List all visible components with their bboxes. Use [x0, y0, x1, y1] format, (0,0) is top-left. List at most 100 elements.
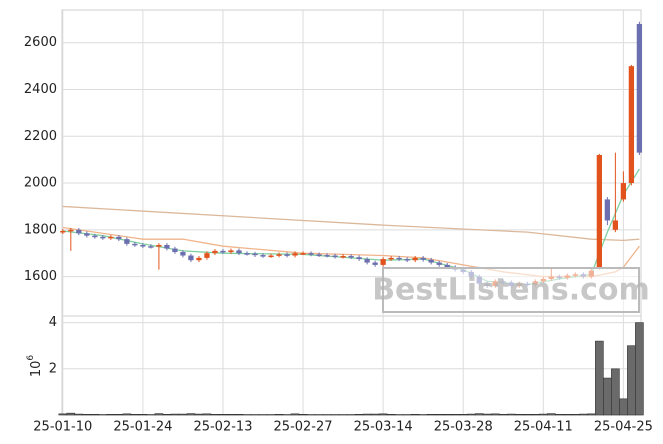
- volume-bar: [234, 414, 244, 416]
- volume-bar: [506, 413, 516, 416]
- candle-body: [172, 248, 178, 253]
- x-tick-label: 25-03-28: [434, 420, 493, 435]
- volume-bar: [370, 413, 380, 416]
- candle-body: [604, 199, 611, 221]
- candle-body: [380, 259, 386, 265]
- candle-body: [76, 229, 82, 234]
- volume-bar: [378, 413, 388, 416]
- candle-body: [196, 257, 202, 261]
- grid: [62, 10, 641, 415]
- volume-bar: [482, 413, 492, 416]
- candle-body: [284, 254, 290, 256]
- volume-bar: [186, 413, 196, 416]
- volume-bar: [170, 413, 180, 416]
- candle-body: [156, 245, 162, 247]
- candle-body: [268, 255, 274, 258]
- y-tick-label: 2: [49, 361, 57, 376]
- x-tick-label: 25-01-10: [33, 420, 92, 435]
- volume-bar: [298, 414, 308, 416]
- volume-bar: [58, 413, 68, 416]
- plot-frame: [61, 9, 642, 416]
- volume-bar: [130, 414, 140, 416]
- candle-body: [204, 253, 210, 258]
- x-tick-label: 25-01-24: [113, 420, 172, 435]
- moving-average: [62, 205, 640, 241]
- x-tick-label: 25-04-11: [514, 420, 573, 435]
- volume-bar: [466, 413, 476, 416]
- y-tick-label: 2600: [24, 35, 57, 50]
- candle-body: [620, 183, 627, 200]
- candle-body: [300, 253, 306, 255]
- candle-body: [260, 255, 266, 257]
- candle-body: [212, 250, 218, 254]
- marks: [58, 21, 644, 416]
- volume-bar: [82, 414, 92, 416]
- volume-bar: [450, 414, 460, 416]
- label-exponent: 6: [26, 355, 36, 361]
- volume-bar: [458, 414, 468, 416]
- candle-body: [60, 230, 66, 233]
- volume-bar: [178, 413, 188, 416]
- candle-body: [628, 66, 635, 184]
- x-tick-label: 25-03-14: [354, 420, 413, 435]
- candle-body: [292, 253, 298, 256]
- candle-body: [132, 243, 138, 246]
- watermark: BestListens.com: [372, 273, 650, 308]
- candle-body: [356, 257, 362, 260]
- volume-bar: [194, 413, 204, 416]
- volume-bar: [611, 368, 620, 416]
- candle-body: [124, 239, 130, 244]
- volume-bar: [210, 414, 220, 416]
- volume-bar: [498, 414, 508, 416]
- x-tick-label: 25-02-13: [193, 420, 252, 435]
- candle-body: [444, 264, 450, 268]
- candle-body: [180, 252, 186, 256]
- candle-body: [116, 236, 122, 240]
- candle-body: [244, 253, 250, 255]
- candle-body: [164, 245, 170, 249]
- candle-body: [412, 257, 418, 261]
- volume-bar: [274, 414, 284, 416]
- volume-axis-label: 106: [26, 355, 44, 378]
- candle-body: [372, 262, 378, 265]
- volume-bar: [547, 413, 556, 416]
- candle-body: [316, 254, 322, 256]
- y-tick-label: 4: [49, 315, 57, 330]
- volume-bar: [386, 414, 396, 416]
- candle-body: [340, 256, 346, 258]
- watermark-box: [382, 267, 640, 313]
- volume-bar: [90, 414, 100, 416]
- volume-bar: [490, 413, 500, 416]
- candle-body: [220, 250, 226, 253]
- volume-bar: [218, 414, 228, 416]
- y-tick-label: 2400: [24, 82, 57, 97]
- y-tick-label: 2000: [24, 176, 57, 191]
- volume-bar: [362, 413, 372, 416]
- volume-bar: [74, 413, 84, 416]
- y-tick-label: 1800: [24, 222, 57, 237]
- candle-body: [596, 154, 602, 268]
- volume-bar: [603, 377, 612, 416]
- label-base: 10: [29, 361, 44, 378]
- y-tick-label: 2200: [24, 129, 57, 144]
- candle-body: [348, 256, 354, 258]
- candle-body: [140, 245, 146, 247]
- candle-body: [420, 257, 426, 260]
- volume-bar: [522, 414, 532, 416]
- candle-body: [308, 253, 314, 255]
- candle-body: [92, 235, 98, 238]
- y-tick-label: 1600: [24, 269, 57, 284]
- x-tick-label: 25-04-25: [594, 420, 653, 435]
- volume-bar: [579, 413, 588, 416]
- volume-bar: [354, 414, 364, 416]
- candle-body: [84, 233, 90, 236]
- volume-bar: [226, 414, 236, 416]
- candle-body: [404, 259, 410, 261]
- candle-body: [396, 257, 402, 260]
- candle-body: [636, 24, 643, 153]
- candle-body: [68, 229, 74, 232]
- volume-bar: [114, 414, 124, 416]
- volume-bar: [106, 414, 116, 416]
- volume-bar: [290, 413, 300, 416]
